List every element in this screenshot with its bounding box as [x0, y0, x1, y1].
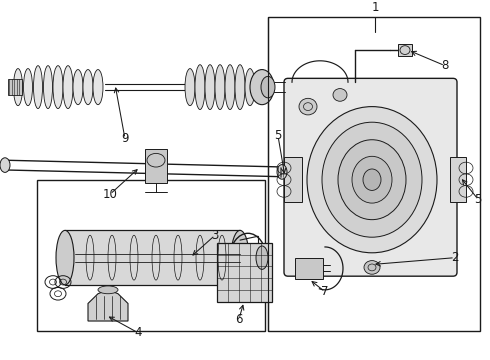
Ellipse shape: [307, 107, 437, 253]
Text: 1: 1: [371, 1, 379, 14]
Text: 5: 5: [274, 129, 282, 142]
Text: 10: 10: [102, 188, 118, 201]
Text: 5: 5: [474, 193, 482, 206]
Ellipse shape: [205, 65, 215, 109]
Bar: [295, 258, 323, 279]
Ellipse shape: [63, 66, 73, 109]
Ellipse shape: [215, 65, 225, 109]
Ellipse shape: [195, 65, 205, 109]
Ellipse shape: [98, 286, 118, 294]
Ellipse shape: [14, 69, 23, 105]
Ellipse shape: [261, 76, 275, 98]
Ellipse shape: [277, 165, 287, 179]
Bar: [268, 17, 480, 331]
Ellipse shape: [352, 156, 392, 203]
Ellipse shape: [235, 65, 245, 109]
Ellipse shape: [93, 69, 103, 105]
Text: 7: 7: [321, 285, 329, 298]
Text: 2: 2: [451, 251, 459, 264]
Bar: [145, 149, 167, 183]
Ellipse shape: [256, 246, 268, 269]
Ellipse shape: [299, 98, 317, 115]
Text: 8: 8: [441, 59, 449, 72]
Ellipse shape: [53, 66, 63, 109]
FancyBboxPatch shape: [284, 78, 457, 276]
Text: 4: 4: [134, 326, 142, 339]
Bar: [65, 230, 240, 285]
Ellipse shape: [338, 140, 406, 220]
Ellipse shape: [245, 69, 255, 105]
Bar: [8, 79, 22, 95]
Polygon shape: [88, 290, 128, 321]
Text: 9: 9: [121, 132, 129, 145]
Ellipse shape: [44, 66, 52, 109]
Ellipse shape: [56, 230, 74, 285]
Bar: [217, 243, 272, 302]
Ellipse shape: [231, 230, 249, 285]
Bar: [450, 157, 466, 202]
Ellipse shape: [24, 69, 32, 105]
Ellipse shape: [363, 169, 381, 190]
Ellipse shape: [225, 65, 235, 109]
Ellipse shape: [83, 69, 93, 105]
Ellipse shape: [73, 69, 83, 105]
Text: 6: 6: [235, 312, 243, 325]
Ellipse shape: [0, 158, 10, 172]
Ellipse shape: [185, 69, 195, 105]
Ellipse shape: [33, 66, 43, 109]
Ellipse shape: [364, 261, 380, 274]
Ellipse shape: [333, 89, 347, 101]
Text: 3: 3: [211, 229, 219, 242]
Bar: [398, 44, 412, 56]
Bar: [284, 157, 302, 202]
Bar: [37, 180, 265, 331]
Ellipse shape: [250, 69, 274, 105]
Ellipse shape: [322, 122, 422, 237]
